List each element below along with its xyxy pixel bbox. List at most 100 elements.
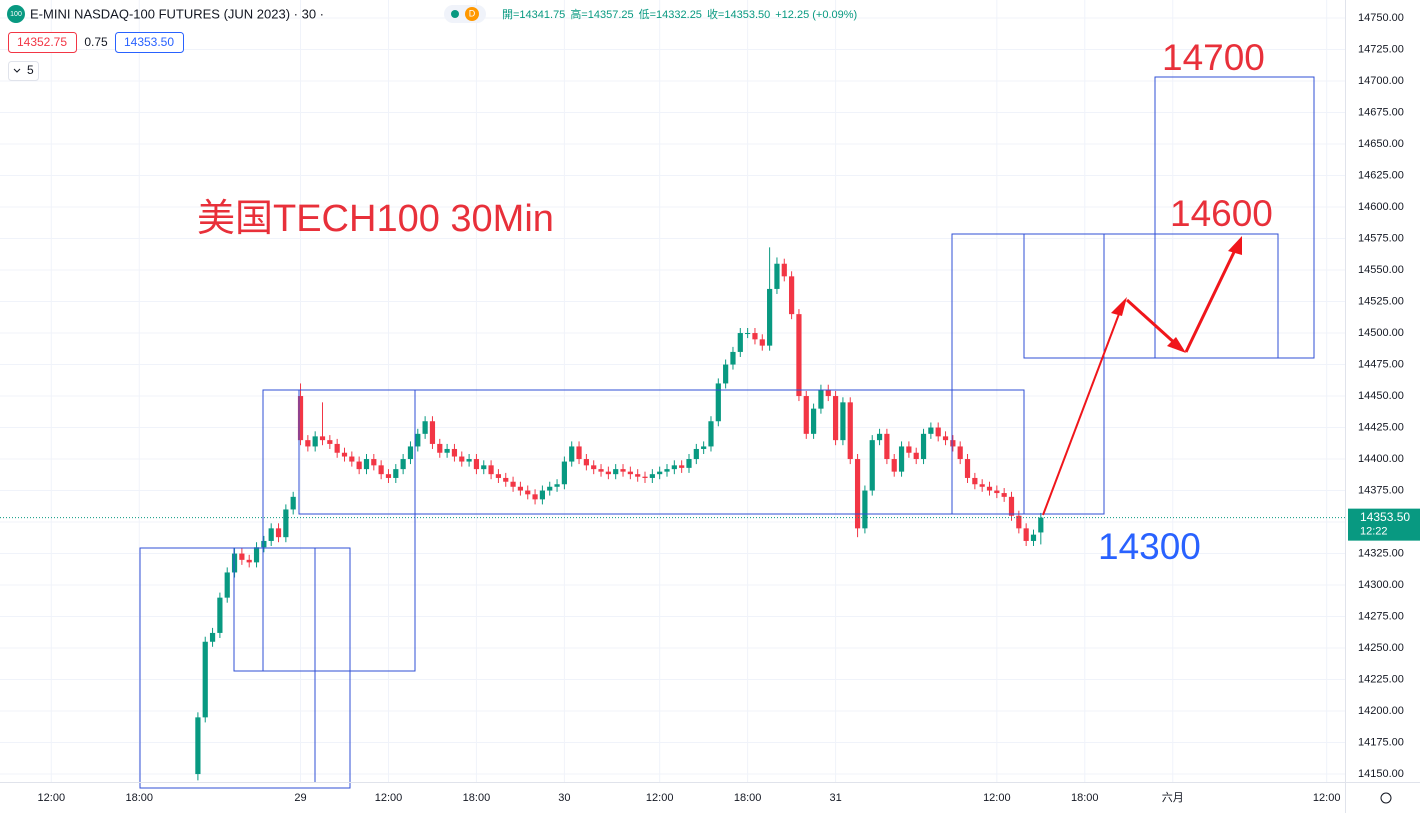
y-tick-label: 14225.00: [1358, 673, 1404, 685]
candle-body: [979, 484, 985, 487]
axes: 14150.00 14175.00 14200.00 14225.00 14250.00…: [38, 12, 1420, 804]
candle-body: [1001, 493, 1007, 497]
candle-body: [363, 459, 370, 470]
candle-body: [745, 333, 751, 335]
candle-body: [253, 547, 260, 563]
candle-body: [407, 446, 414, 460]
settings-button[interactable]: [1380, 792, 1392, 804]
annotation-support: 14300: [1098, 526, 1201, 567]
candle-body: [378, 465, 384, 475]
candle-body: [767, 288, 773, 346]
candle-body: [246, 559, 252, 563]
x-tick-label: 12:00: [375, 792, 403, 804]
y-tick-label: 14300.00: [1358, 579, 1404, 591]
candle-body: [796, 314, 802, 397]
candle-body: [583, 459, 589, 466]
arrow-head: [1111, 297, 1127, 316]
candle-body: [371, 459, 377, 466]
candle-body: [701, 446, 707, 449]
ohlc-value: +12.25 (+0.09%): [775, 9, 857, 21]
candle-body: [231, 553, 238, 573]
ask-box[interactable]: [115, 32, 184, 53]
price-tag: [1348, 508, 1420, 541]
range-box: [298, 389, 1025, 515]
candle-body: [517, 486, 524, 491]
y-tick-label: 14200.00: [1358, 705, 1404, 717]
x-tick-label: 18:00: [125, 792, 153, 804]
candle-body: [891, 459, 897, 472]
candle-body: [451, 448, 458, 457]
symbol-title[interactable]: E-MINI NASDAQ-100 FUTURES (JUN 2023) · 3…: [30, 6, 324, 21]
y-tick-label: 14575.00: [1358, 232, 1404, 244]
candle-body: [356, 461, 362, 470]
x-tick-label: 12:00: [1313, 792, 1341, 804]
candle-body: [569, 446, 575, 462]
candle-body: [554, 484, 560, 487]
candle-body: [686, 459, 692, 468]
candle-body: [884, 433, 890, 460]
candle-body: [737, 333, 743, 352]
candle-body: [275, 528, 282, 538]
candle-body: [327, 440, 333, 444]
bid-price: 14352.75: [17, 35, 67, 49]
y-tick-label: 14450.00: [1358, 390, 1404, 402]
candle-body: [547, 486, 553, 491]
candle-body: [334, 443, 340, 453]
range-box: [1023, 233, 1279, 359]
candle-body: [635, 474, 641, 477]
x-tick-label: 30: [558, 792, 570, 804]
candle-body: [305, 440, 311, 447]
candle-body: [239, 553, 245, 560]
candle-body: [810, 408, 817, 434]
x-tick-label: 18:00: [463, 792, 491, 804]
candle-body: [466, 459, 472, 462]
drawings: [139, 76, 1315, 789]
x-tick-label: 12:00: [983, 792, 1011, 804]
y-tick-label: 14325.00: [1358, 547, 1404, 559]
x-tick-label: 12:00: [38, 792, 66, 804]
chevron: [13, 68, 21, 73]
candle-body: [510, 481, 516, 487]
candle-body: [429, 421, 436, 444]
candle-body: [268, 528, 274, 541]
delay-badge-text: D: [469, 8, 476, 18]
y-tick-label: 14675.00: [1358, 106, 1404, 118]
candle-body: [459, 456, 465, 462]
arrow-head: [1228, 236, 1242, 255]
x-tick-label: 31: [829, 792, 841, 804]
y-tick-label: 14150.00: [1358, 768, 1404, 780]
ask-price: 14353.50: [124, 35, 174, 49]
indicator-toggle[interactable]: [8, 61, 39, 81]
y-tick-label: 14525.00: [1358, 295, 1404, 307]
y-tick-label: 14750.00: [1358, 12, 1404, 24]
candle-body: [913, 452, 919, 460]
annotation-target: 14700: [1162, 37, 1265, 78]
candle-body: [906, 446, 912, 453]
candle-body: [840, 402, 846, 441]
candle-body: [723, 364, 729, 384]
candle-body: [752, 333, 758, 340]
ohlc-legend: 開=14341.75 高=14357.25 低=14332.25 收=14353.50…: [502, 7, 857, 21]
plot: [0, 247, 1345, 781]
symbol-logo: [7, 5, 25, 23]
candle-body: [832, 396, 839, 441]
candle-body: [539, 490, 545, 500]
candle-body: [481, 465, 487, 470]
candle-body: [613, 469, 619, 475]
candle-body: [620, 469, 626, 472]
candle-body: [503, 477, 509, 482]
candle-body: [525, 490, 531, 495]
y-tick-label: 14625.00: [1358, 169, 1404, 181]
bid-box[interactable]: [8, 32, 77, 53]
candle-body: [920, 433, 927, 460]
price-tag-countdown: 12:22: [1360, 526, 1388, 538]
arrow: [1125, 298, 1180, 348]
candle-body: [319, 436, 326, 441]
candle-body: [708, 421, 714, 447]
candle-body: [312, 436, 318, 447]
grid: [0, 0, 1345, 782]
candle-body: [847, 402, 853, 460]
y-tick-label: 14175.00: [1358, 736, 1404, 748]
candle-body: [488, 465, 494, 475]
candle-body: [693, 448, 699, 460]
